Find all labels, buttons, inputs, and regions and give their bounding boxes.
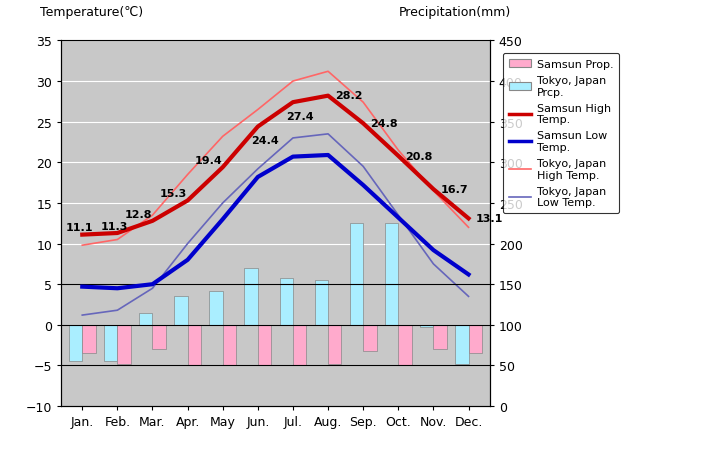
Text: 16.7: 16.7 — [441, 185, 468, 195]
Bar — [469, 325, 482, 353]
Bar — [174, 297, 188, 325]
Bar — [82, 325, 96, 353]
Bar — [455, 325, 469, 364]
Legend: Samsun Prop., Tokyo, Japan
Prcp., Samsun High
Temp., Samsun Low
Temp., Tokyo, Ja: Samsun Prop., Tokyo, Japan Prcp., Samsun… — [503, 54, 618, 213]
Text: Temperature(℃): Temperature(℃) — [40, 6, 143, 19]
Text: Precipitation(mm): Precipitation(mm) — [399, 6, 511, 19]
Bar — [350, 224, 363, 325]
Bar — [258, 325, 271, 366]
Bar — [139, 313, 153, 325]
Text: 20.8: 20.8 — [405, 151, 433, 161]
Text: 11.3: 11.3 — [101, 221, 128, 231]
Bar — [69, 325, 82, 362]
Bar — [363, 325, 377, 351]
Bar — [315, 280, 328, 325]
Bar — [385, 224, 398, 325]
Text: 19.4: 19.4 — [195, 156, 222, 166]
Text: 27.4: 27.4 — [286, 112, 314, 122]
Text: 28.2: 28.2 — [335, 91, 362, 101]
Text: 24.4: 24.4 — [251, 136, 279, 146]
Bar — [245, 269, 258, 325]
Bar — [398, 325, 412, 366]
Text: 11.1: 11.1 — [66, 223, 93, 233]
Text: 13.1: 13.1 — [475, 214, 503, 224]
Bar — [420, 325, 433, 328]
Bar — [153, 325, 166, 349]
Bar — [279, 278, 293, 325]
Bar — [104, 325, 117, 362]
Bar — [210, 291, 222, 325]
Text: 15.3: 15.3 — [160, 189, 187, 199]
Bar — [433, 325, 446, 349]
Bar — [222, 325, 236, 366]
Text: 12.8: 12.8 — [125, 209, 152, 219]
Bar — [117, 325, 131, 364]
Bar — [328, 325, 341, 364]
Text: 24.8: 24.8 — [370, 119, 397, 129]
Bar — [293, 325, 306, 366]
Bar — [188, 325, 201, 366]
